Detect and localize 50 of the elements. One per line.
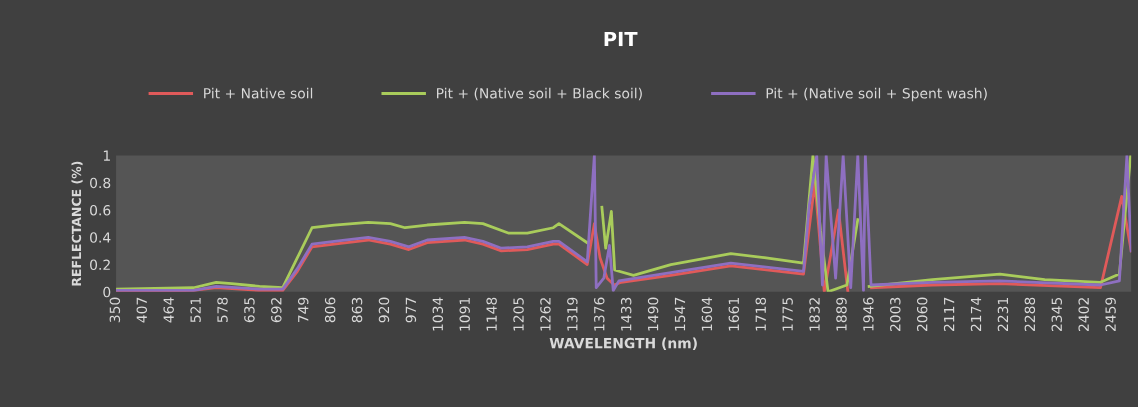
x-tick-label: 863 (351, 297, 363, 323)
x-tick-label: 521 (190, 297, 201, 323)
chart-title: PIT (604, 31, 638, 47)
x-axis-title: WAVELENGTH (nm) (549, 337, 697, 350)
x-tick-label: 2174 (970, 297, 982, 332)
x-tick-label: 1091 (459, 297, 470, 331)
x-tick-label: 2345 (1051, 297, 1063, 332)
x-tick-label: 1775 (782, 297, 793, 331)
x-tick-label: 464 (163, 297, 174, 323)
x-tick-label: 1034 (432, 297, 444, 331)
x-tick-label: 749 (297, 297, 309, 323)
x-tick-label: 1547 (674, 297, 686, 331)
x-tick-label: 1376 (594, 297, 605, 331)
x-tick-label: 1604 (701, 297, 713, 331)
x-tick-label: 635 (244, 297, 255, 323)
x-tick-label: 407 (136, 297, 148, 323)
y-tick-label: 0.4 (90, 232, 111, 243)
legend-label: Pit + (Native soil + Black soil) (437, 87, 642, 101)
x-tick-label: 350 (109, 297, 121, 323)
x-tick-label: 1718 (755, 297, 766, 331)
x-tick-label: 2459 (1105, 297, 1116, 332)
x-tick-label: 1205 (513, 297, 524, 331)
y-tick-label: 0.8 (90, 177, 111, 189)
y-axis-title: REFLECTANCE (%) (71, 161, 83, 286)
y-tick-label: 1 (103, 150, 110, 161)
x-tick-label: 1832 (809, 298, 820, 331)
y-tick-label: 0.2 (90, 259, 110, 271)
x-tick-label: 1661 (728, 297, 740, 331)
legend-label: Pit + Native soil (204, 87, 313, 99)
x-tick-label: 2003 (890, 297, 901, 332)
x-tick-label: 1319 (567, 297, 578, 331)
x-tick-label: 806 (324, 297, 336, 323)
x-tick-label: 2231 (997, 297, 1009, 332)
x-tick-label: 1946 (863, 297, 874, 331)
x-tick-label: 1490 (647, 297, 659, 331)
x-tick-label: 692 (271, 298, 282, 323)
x-tick-label: 920 (378, 297, 390, 323)
x-tick-label: 2288 (1024, 297, 1036, 332)
x-tick-label: 1889 (836, 297, 847, 331)
x-tick-label: 1262 (540, 298, 551, 331)
x-tick-label: 2060 (916, 297, 928, 332)
x-tick-label: 977 (405, 297, 417, 323)
x-tick-label: 2402 (1078, 298, 1089, 332)
y-tick-label: 0 (103, 286, 111, 298)
x-tick-label: 1148 (486, 297, 497, 331)
x-tick-label: 578 (217, 297, 228, 323)
legend-label: Pit + (Native soil + Spent wash) (766, 87, 987, 102)
y-tick-label: 0.6 (90, 204, 111, 216)
x-tick-label: 2117 (943, 297, 955, 332)
x-tick-label: 1433 (620, 297, 632, 331)
